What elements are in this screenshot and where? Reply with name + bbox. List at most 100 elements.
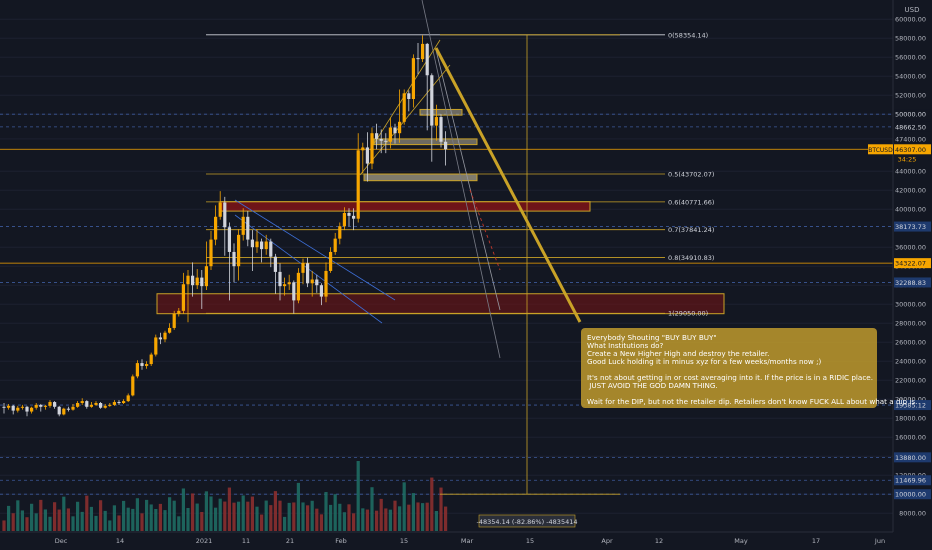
candle-body (411, 58, 415, 99)
candle-body (306, 263, 310, 284)
volume-bar (292, 502, 296, 531)
candle-body (329, 251, 333, 271)
volume-bar (315, 508, 319, 531)
volume-bar (370, 487, 374, 531)
price-tag-bg (894, 489, 931, 500)
annotation-callout[interactable]: Everybody Shouting "BUY BUY BUY" What Ins… (581, 328, 918, 408)
candle-body (53, 402, 57, 407)
candle-body (145, 364, 149, 366)
price-tag-bg (894, 144, 931, 155)
volume-bar (260, 514, 264, 531)
candle-body (94, 403, 98, 405)
volume-bar (278, 500, 282, 531)
annotation-line: Wait for the DIP, but not the retailer d… (587, 397, 918, 406)
volume-bar (158, 503, 162, 531)
candle-body (319, 285, 323, 297)
candle-body (30, 407, 34, 412)
volume-bar (131, 508, 135, 531)
volume-bar (250, 496, 254, 531)
price-tag-bg (894, 452, 931, 463)
volume-bar (264, 500, 268, 531)
price-tick: 24000.00 (895, 358, 926, 366)
volume-bar (163, 510, 167, 531)
candle-body (301, 263, 305, 273)
candle-body (76, 403, 80, 407)
volume-bar (416, 502, 420, 531)
candle-body (214, 216, 218, 240)
measure-tool[interactable]: -48354.14 (-82.86%) -4835414 (440, 34, 620, 528)
candle-body (135, 363, 139, 377)
trend-line (435, 49, 501, 311)
candle-body (103, 405, 107, 408)
volume-bar (85, 495, 89, 531)
candle-body (186, 275, 190, 285)
volume-bar (181, 488, 185, 531)
volume-bar (439, 487, 443, 531)
volume-bar (99, 500, 103, 531)
candle-body (227, 227, 231, 252)
candle-body (416, 58, 420, 60)
volume-bar (53, 502, 57, 531)
price-tick: 18000.00 (895, 415, 926, 423)
price-tick: 16000.00 (895, 434, 926, 442)
volume-bars (2, 461, 448, 531)
candle-body (356, 150, 360, 219)
price-tag: 50000.00 (895, 111, 926, 119)
annotation-line: It's not about getting in or cost averag… (587, 373, 873, 382)
candle-body (195, 277, 199, 286)
time-tick: Mar (461, 537, 474, 545)
volume-bar (444, 506, 448, 531)
time-axis[interactable]: Dec 14 2021 11 21 Feb 15 Mar 15 Apr 12 May 17 Jun (0, 531, 893, 545)
candle-body (117, 402, 121, 404)
candle-body (172, 313, 176, 328)
volume-bar (140, 513, 144, 531)
volume-bar (227, 487, 231, 531)
symbol-label: BTCUSD (868, 147, 893, 154)
price-tick: 20000.00 (895, 396, 926, 404)
candle-body (255, 241, 259, 248)
fib-label: 1(29050.00) (668, 310, 708, 318)
price-axis[interactable]: USD 60000.00 58000.00 56000.00 54000.00 52000… (868, 0, 932, 550)
channel-line (234, 199, 396, 301)
volume-bar (186, 508, 190, 531)
volume-bar (218, 498, 222, 531)
fib-label: 0.7(37841.24) (668, 226, 714, 234)
time-tick: 17 (812, 537, 820, 545)
price-axis-bg (893, 0, 932, 550)
candle-body (140, 363, 144, 366)
volume-bar (241, 495, 245, 531)
volume-bar (329, 504, 333, 531)
measure-label: -48354.14 (-82.86%) -4835414 (477, 518, 578, 526)
candle-body (108, 404, 112, 406)
candle-body (421, 43, 425, 60)
candle-body (287, 282, 291, 285)
candle-body (393, 127, 397, 134)
candle-body (398, 121, 402, 134)
price-tag-bg (894, 221, 931, 232)
volume-bar (347, 504, 351, 531)
annotation-line: What Institutions do? (587, 341, 664, 350)
volume-bar (209, 496, 213, 531)
fib-label: 0.5(43702.07) (668, 171, 714, 179)
volume-bar (283, 516, 287, 531)
candle-body (434, 117, 438, 126)
candle-body (342, 213, 346, 227)
volume-bar (421, 503, 425, 531)
volume-bar (57, 509, 61, 531)
time-tick: Dec (55, 537, 68, 545)
fib-retracement[interactable]: 0(58354.14) 0.5(43702.07) 0.6(40771.66) 0.7… (206, 31, 714, 318)
volume-bar (398, 506, 402, 531)
volume-bar (172, 500, 176, 531)
volume-bar (352, 513, 356, 531)
candle-body (430, 75, 434, 126)
volume-bar (11, 513, 15, 531)
candle-body (2, 406, 6, 408)
candle-body (361, 147, 365, 151)
volume-bar (80, 511, 84, 531)
volume-bar (191, 493, 195, 531)
fib-label: 0.6(40771.66) (668, 198, 714, 206)
volume-bar (375, 510, 379, 531)
candle-body (333, 238, 337, 252)
volume-bar (287, 502, 291, 531)
